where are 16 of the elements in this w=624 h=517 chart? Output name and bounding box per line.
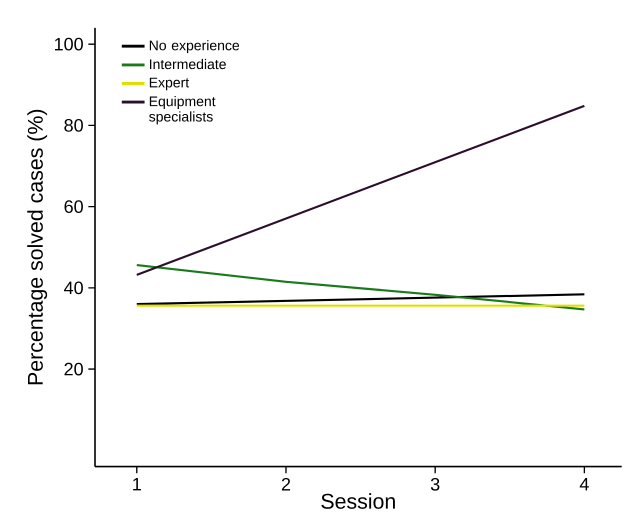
- y-tick-label: 80: [64, 119, 83, 132]
- x-tick-label: 2: [282, 478, 290, 491]
- legend-label: Expert: [150, 78, 190, 90]
- legend-label: Intermediate: [150, 58, 226, 70]
- x-tick-label: 1: [133, 478, 141, 490]
- legend-label: Equipment specialists: [149, 96, 216, 124]
- line-series: [136, 264, 586, 310]
- x-axis-title: Session: [321, 493, 395, 509]
- y-tick-label: 40: [64, 281, 83, 294]
- y-axis-title: Percentage solved cases (%): [27, 110, 48, 384]
- x-tick-label: 3: [430, 478, 440, 491]
- y-tick-label: 20: [64, 362, 83, 376]
- x-tick-label: 4: [580, 478, 589, 490]
- y-tick-label: 100: [54, 38, 83, 51]
- legend-label: No experience: [150, 40, 240, 54]
- y-tick-label: 60: [64, 200, 83, 213]
